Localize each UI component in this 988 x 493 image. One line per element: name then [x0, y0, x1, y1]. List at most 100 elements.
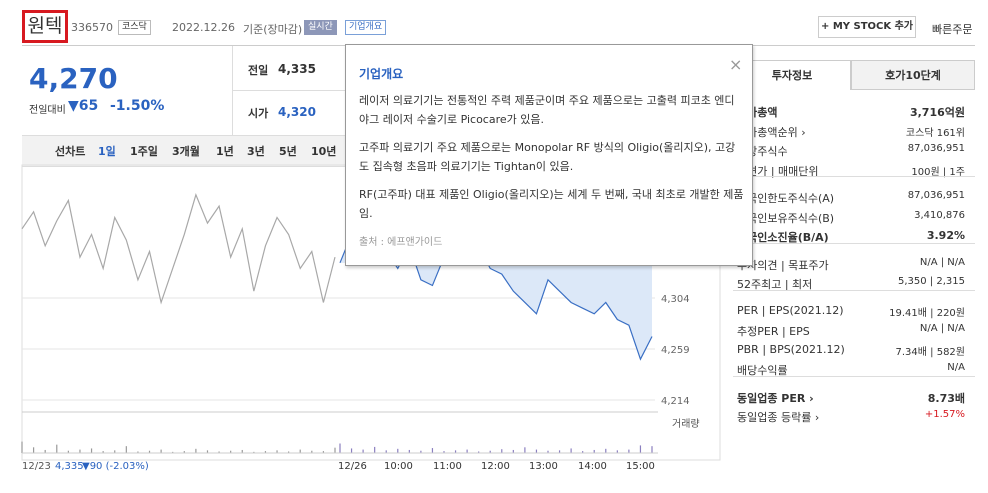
volume-bar: [558, 450, 561, 453]
open-label: 시가: [248, 107, 269, 120]
info-label: PBR | BPS(2021.12): [737, 342, 845, 356]
overview-button[interactable]: 기업개요: [345, 20, 387, 35]
volume-bar: [454, 450, 457, 453]
volume-bar: [651, 446, 653, 453]
volume-bar: [32, 447, 35, 453]
x-tick-label: 14:00: [578, 461, 607, 472]
period-tab[interactable]: 3개월: [172, 145, 200, 158]
volume-bar: [90, 448, 93, 453]
y-tick-label: 4,304: [661, 294, 690, 305]
price-line: [21, 192, 336, 305]
volume-bar: [350, 448, 353, 453]
volume-bar: [148, 450, 151, 453]
volume-bar: [241, 449, 243, 453]
popup-body: 레이저 의료기기는 전통적인 주력 제품군이며 주요 제품으로는 고출력 피코초…: [359, 91, 744, 232]
basis: 기준(장마감): [243, 23, 303, 36]
divider: [733, 289, 975, 291]
volume-bar: [137, 451, 139, 453]
change-pct: -1.50%: [110, 98, 165, 114]
volume-bar: [44, 449, 46, 453]
volume-bar: [288, 451, 290, 453]
period-tab[interactable]: 10년: [311, 145, 337, 158]
divider: [733, 242, 975, 244]
mystock-button[interactable]: + MY STOCK 추가: [818, 16, 916, 38]
volume-bar: [183, 451, 185, 453]
volume-bar: [443, 451, 445, 453]
x-tick-label: 15:00: [626, 461, 655, 472]
volume-bar: [195, 448, 197, 453]
change: ▼65: [68, 98, 99, 114]
volume-bar: [79, 449, 81, 453]
period-tab[interactable]: 1년: [216, 145, 234, 158]
period-tab[interactable]: 1일: [98, 145, 116, 158]
volume-label: 거래량: [672, 418, 700, 430]
volume-bar: [501, 449, 503, 453]
volume-bar: [172, 451, 174, 453]
x-tick-label: 10:00: [384, 461, 413, 472]
volume-bar: [374, 446, 376, 453]
volume-bar: [420, 450, 422, 453]
period-tab[interactable]: 5년: [279, 145, 297, 158]
volume-bar: [628, 449, 630, 453]
volume-bar: [311, 450, 313, 453]
info-value: 19.41배 | 220원: [889, 307, 965, 319]
volume-bar: [570, 448, 572, 453]
volume-bar: [334, 447, 336, 453]
info-value: 3,410,876: [914, 209, 965, 221]
volume-bar: [206, 450, 209, 453]
volume-bar: [21, 441, 23, 453]
info-label: 외국인소진율(B/A): [737, 231, 829, 244]
volume-bar: [397, 448, 399, 453]
prev-change: ▼90 (-2.03%): [82, 461, 149, 472]
date: 2022.12.26: [172, 21, 235, 34]
open: 4,320: [278, 105, 316, 119]
period-tab[interactable]: 1주일: [130, 145, 158, 158]
y-tick-label: 4,259: [661, 345, 690, 356]
info-value: N/A | N/A: [919, 256, 965, 268]
period-tab: 선차트: [55, 145, 86, 158]
volume-bar: [524, 447, 526, 453]
info-value: +1.57%: [924, 409, 965, 420]
popup-paragraph: 고주파 의료기기 주요 제품으로는 Monopolar RF 방식의 Oligi…: [359, 141, 736, 173]
info-tab[interactable]: 호가10단계: [851, 60, 975, 90]
volume-bar: [253, 451, 255, 453]
volume-bar: [299, 449, 301, 453]
prev-date: 12/23: [22, 461, 51, 472]
x-tick-label: 12/26: [338, 461, 367, 472]
volume-bar: [547, 450, 549, 453]
volume-bar: [160, 449, 162, 453]
info-value: 3,716억원: [909, 106, 965, 119]
quick-order[interactable]: 빠른주문: [932, 23, 973, 36]
close-button[interactable]: ×: [729, 55, 743, 74]
volume-bar: [276, 450, 278, 453]
info-value: 100원 | 1주: [911, 166, 965, 178]
volume-bar: [230, 450, 232, 453]
period-bar: [22, 135, 345, 167]
info-value: 87,036,951: [907, 143, 965, 154]
x-tick-label: 13:00: [529, 461, 558, 472]
info-label: 동일업종 PER ›: [737, 391, 814, 405]
volume-bar: [385, 450, 387, 453]
volume-bar: [102, 451, 104, 453]
volume-bar: [466, 449, 468, 453]
volume-bar: [218, 451, 220, 453]
volume-bar: [593, 449, 595, 453]
info-value: 8.73배: [927, 391, 965, 405]
volume-bar: [362, 449, 364, 453]
x-tick-label: 12:00: [481, 461, 510, 472]
volume-bar: [56, 444, 58, 453]
divider: [733, 375, 975, 377]
prev-label: 전일: [248, 64, 269, 77]
volume-bar: [478, 451, 480, 453]
info-label: 52주최고 | 최저: [737, 278, 813, 291]
realtime-badge[interactable]: 실시간: [304, 20, 337, 35]
info-value: 코스닥 161위: [905, 127, 965, 139]
period-tab[interactable]: 3년: [247, 145, 265, 158]
volume-bar: [114, 450, 116, 453]
prev: 4,335: [278, 62, 316, 76]
popup-paragraph: 레이저 의료기기는 전통적인 주력 제품군이며 주요 제품으로는 고출력 피코초…: [359, 94, 735, 126]
y-tick-label: 4,214: [661, 396, 690, 407]
prev-close: 4,335: [55, 461, 84, 472]
